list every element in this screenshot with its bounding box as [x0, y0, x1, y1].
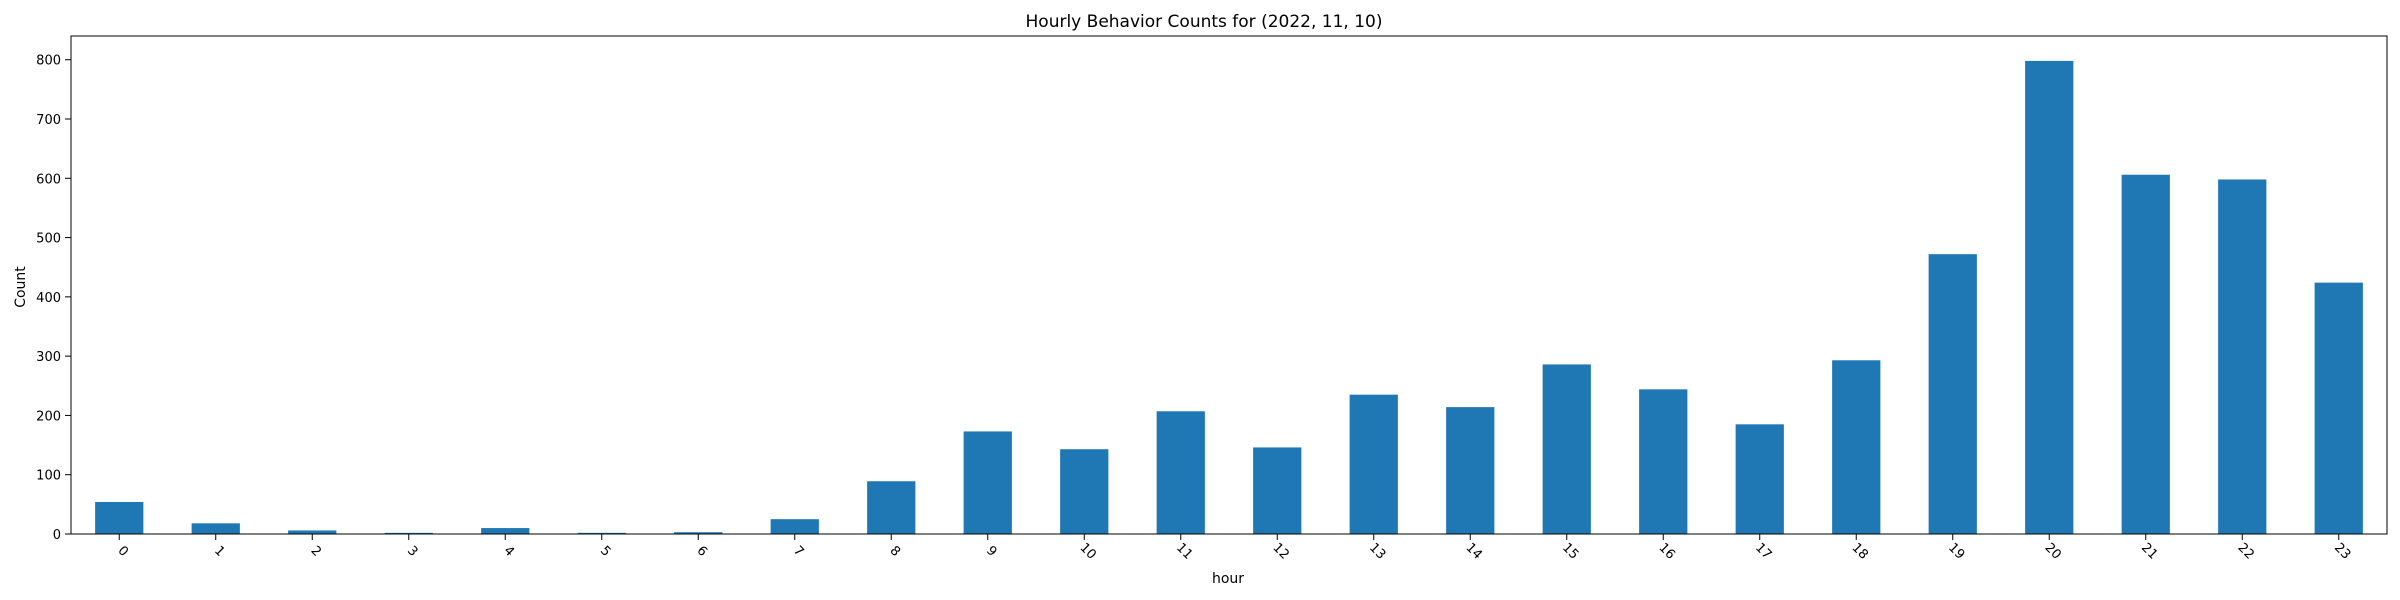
- x-tick-label: 19: [1945, 540, 1967, 562]
- bar-hour-6: [674, 532, 723, 534]
- bar-hour-5: [577, 532, 626, 534]
- x-tick-label: 14: [1463, 540, 1485, 562]
- bar-hour-1: [191, 523, 240, 534]
- x-tick-label: 7: [790, 543, 806, 559]
- y-tick-label: 800: [36, 54, 61, 69]
- y-tick-label: 500: [36, 232, 61, 247]
- x-tick-label: 2: [307, 543, 323, 559]
- x-tick-label: 3: [404, 543, 420, 559]
- x-tick-label: 23: [2331, 540, 2353, 562]
- x-tick-label: 11: [1173, 540, 1195, 562]
- bar-hour-14: [1446, 407, 1495, 534]
- x-tick-label: 8: [886, 543, 902, 559]
- x-tick-label: 12: [1270, 540, 1292, 562]
- bar-hour-18: [1832, 360, 1881, 534]
- bar-hour-10: [1060, 449, 1109, 534]
- x-tick-label: 13: [1366, 540, 1388, 562]
- x-tick-label: 18: [1849, 540, 1871, 562]
- x-tick-label: 17: [1752, 540, 1774, 562]
- x-tick-label: 20: [2042, 540, 2064, 562]
- bar-series: [95, 60, 2363, 535]
- x-axis-label: hour: [1212, 571, 1244, 587]
- bar-hour-20: [2025, 60, 2074, 535]
- y-tick-label: 100: [36, 469, 61, 484]
- y-tick-label: 200: [36, 409, 61, 424]
- y-axis: 0 100 200 300 400 500 600 700 800: [36, 54, 71, 543]
- x-tick-label: 1: [211, 543, 227, 559]
- bar-hour-2: [288, 530, 337, 534]
- x-tick-label: 10: [1077, 540, 1099, 562]
- bar-hour-12: [1253, 447, 1302, 534]
- bar-hour-0: [95, 501, 144, 534]
- y-tick-label: 600: [36, 172, 61, 187]
- y-axis-label: Count: [13, 266, 29, 308]
- bar-hour-9: [963, 431, 1012, 534]
- x-tick-label: 5: [597, 543, 613, 559]
- bar-hour-3: [384, 532, 433, 534]
- x-tick-label: 9: [983, 543, 999, 559]
- x-tick-label: 4: [500, 543, 516, 559]
- bar-hour-13: [1349, 394, 1398, 534]
- bar-hour-15: [1542, 364, 1591, 534]
- bar-hour-23: [2314, 282, 2363, 534]
- y-tick-label: 0: [53, 528, 61, 543]
- x-tick-label: 21: [2138, 540, 2160, 562]
- x-tick-label: 16: [1656, 540, 1678, 562]
- bar-hour-11: [1156, 411, 1205, 534]
- x-axis: 0 1 2 3 4 5 6 7 8 9 10 11 12 13 14 15 16 17 18 19 20 21 22 23: [114, 534, 2353, 563]
- y-tick-label: 300: [36, 350, 61, 365]
- bar-hour-19: [1928, 254, 1977, 534]
- bar-hour-4: [481, 528, 530, 534]
- plot-frame: [70, 35, 2388, 535]
- x-tick-label: 15: [1559, 540, 1581, 562]
- y-tick-label: 400: [36, 291, 61, 306]
- bar-hour-16: [1639, 389, 1688, 534]
- y-tick-label: 700: [36, 113, 61, 128]
- x-tick-label: 22: [2235, 540, 2257, 562]
- bar-hour-21: [2121, 174, 2170, 534]
- x-tick-label: 0: [114, 543, 130, 559]
- x-tick-label: 6: [693, 543, 709, 559]
- bar-hour-7: [770, 519, 819, 534]
- chart-title: Hourly Behavior Counts for (2022, 11, 10…: [1026, 12, 1383, 32]
- bar-hour-17: [1735, 424, 1784, 534]
- bar-hour-8: [867, 481, 916, 534]
- bar-hour-22: [2218, 179, 2267, 534]
